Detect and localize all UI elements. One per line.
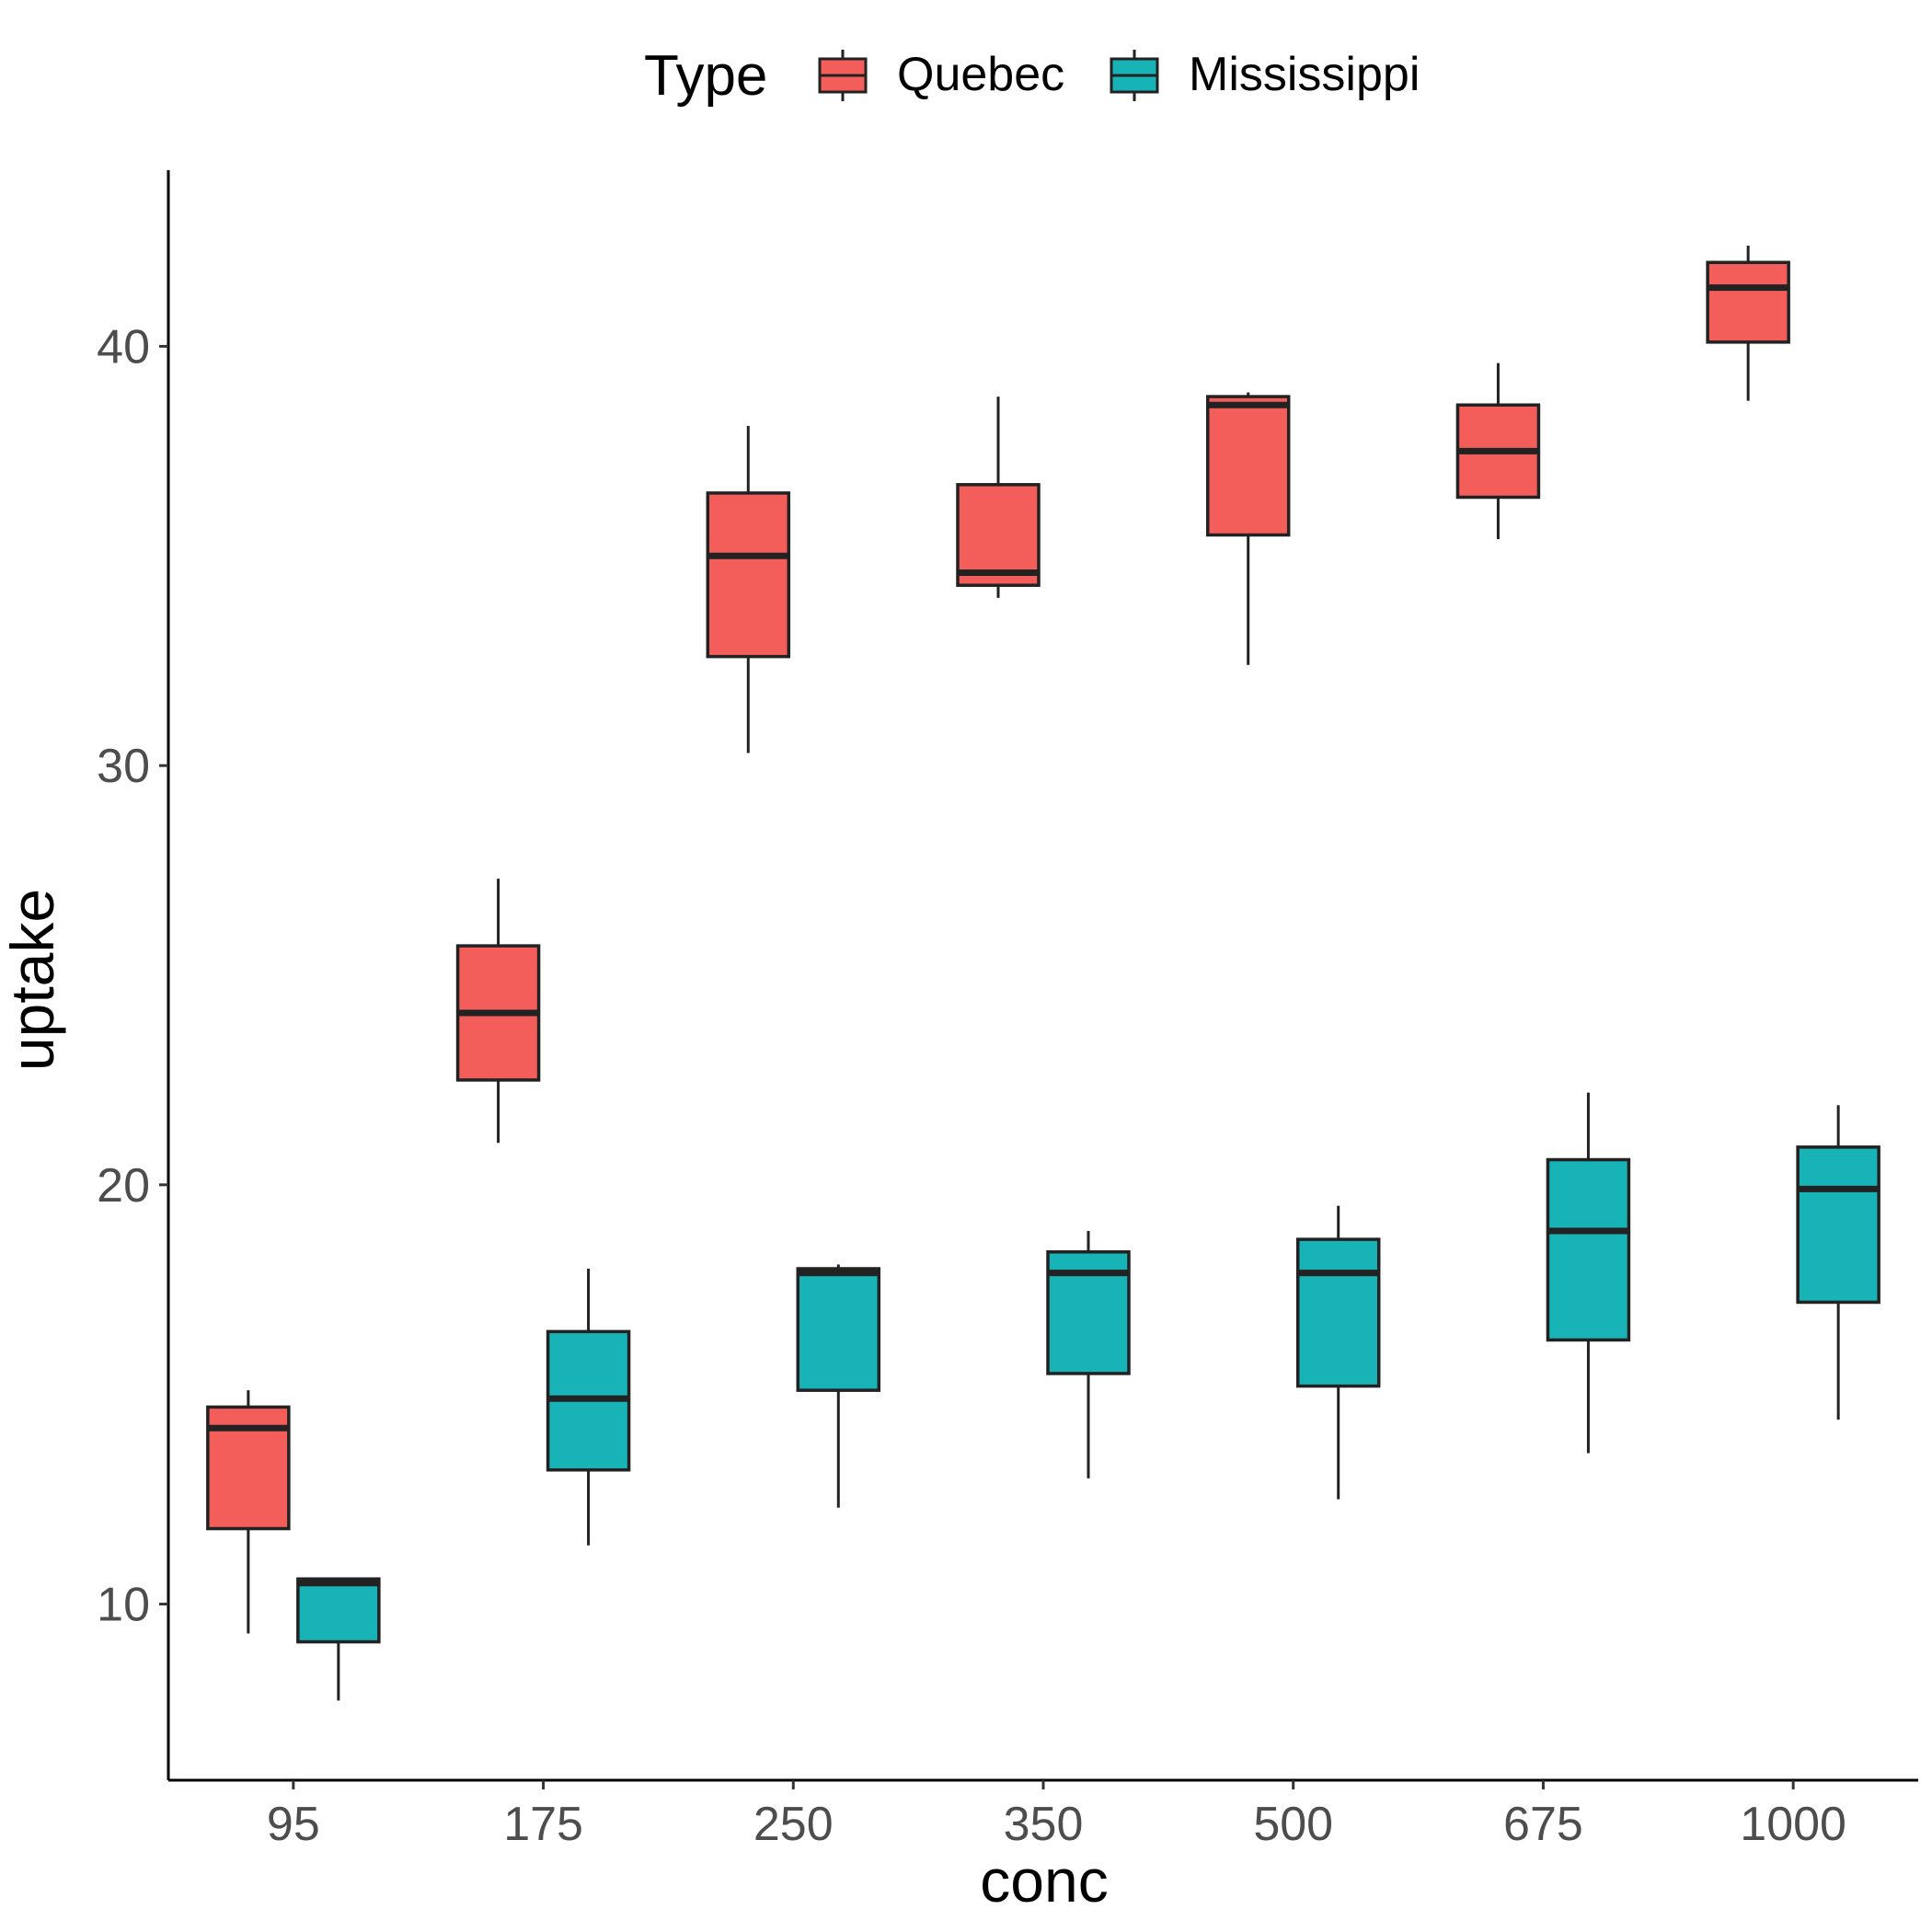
x-tick-label-250: 250 [753, 1798, 834, 1851]
legend-key-quebec [818, 50, 868, 101]
x-tick-label-1000: 1000 [1740, 1798, 1846, 1851]
box-body [796, 1267, 881, 1392]
box-mississippi-250 [796, 1264, 881, 1508]
y-tick-label-20: 20 [97, 1159, 150, 1213]
y-tick-label-30: 30 [97, 740, 150, 793]
legend-label-quebec: Quebec [897, 48, 1064, 101]
legend: Type Quebec Mississippi [644, 44, 1420, 108]
plot-area [206, 246, 1880, 1701]
box-body [1295, 1237, 1381, 1388]
box-mississippi-1000 [1796, 1105, 1880, 1420]
y-axis-title: uptake [0, 889, 66, 1071]
box-mississippi-350 [1046, 1230, 1131, 1478]
box-quebec-675 [1455, 362, 1541, 540]
y-tick-label-10: 10 [97, 1579, 150, 1632]
box-mississippi-95 [296, 1577, 381, 1701]
x-axis-title: conc [980, 1846, 1108, 1915]
box-body [1546, 1157, 1631, 1342]
box-body [1205, 395, 1291, 537]
y-axis: 10 20 30 40 [97, 170, 170, 1780]
x-axis: 95 175 250 350 500 675 1000 [168, 1778, 1918, 1851]
legend-key-mississippi [1110, 50, 1159, 101]
box-mississippi-175 [546, 1269, 631, 1546]
box-body [296, 1577, 381, 1644]
y-tick-label-40: 40 [97, 320, 150, 374]
box-body [1706, 260, 1790, 344]
legend-label-mississippi: Mississippi [1189, 48, 1420, 101]
box-quebec-500 [1205, 392, 1291, 665]
x-tick-label-675: 675 [1503, 1798, 1583, 1851]
legend-title: Type [644, 44, 767, 108]
box-mississippi-675 [1546, 1092, 1631, 1454]
x-tick-label-350: 350 [1004, 1798, 1084, 1851]
x-tick-label-175: 175 [503, 1798, 583, 1851]
box-body [706, 491, 791, 659]
box-body [956, 483, 1041, 587]
box-quebec-350 [956, 397, 1041, 598]
box-quebec-1000 [1706, 246, 1790, 401]
box-quebec-95 [206, 1390, 291, 1634]
x-tick-label-95: 95 [267, 1798, 320, 1851]
box-quebec-250 [706, 425, 791, 753]
x-tick-label-500: 500 [1253, 1798, 1333, 1851]
box-quebec-175 [455, 879, 541, 1144]
box-mississippi-500 [1295, 1205, 1381, 1500]
box-body [1796, 1145, 1880, 1305]
